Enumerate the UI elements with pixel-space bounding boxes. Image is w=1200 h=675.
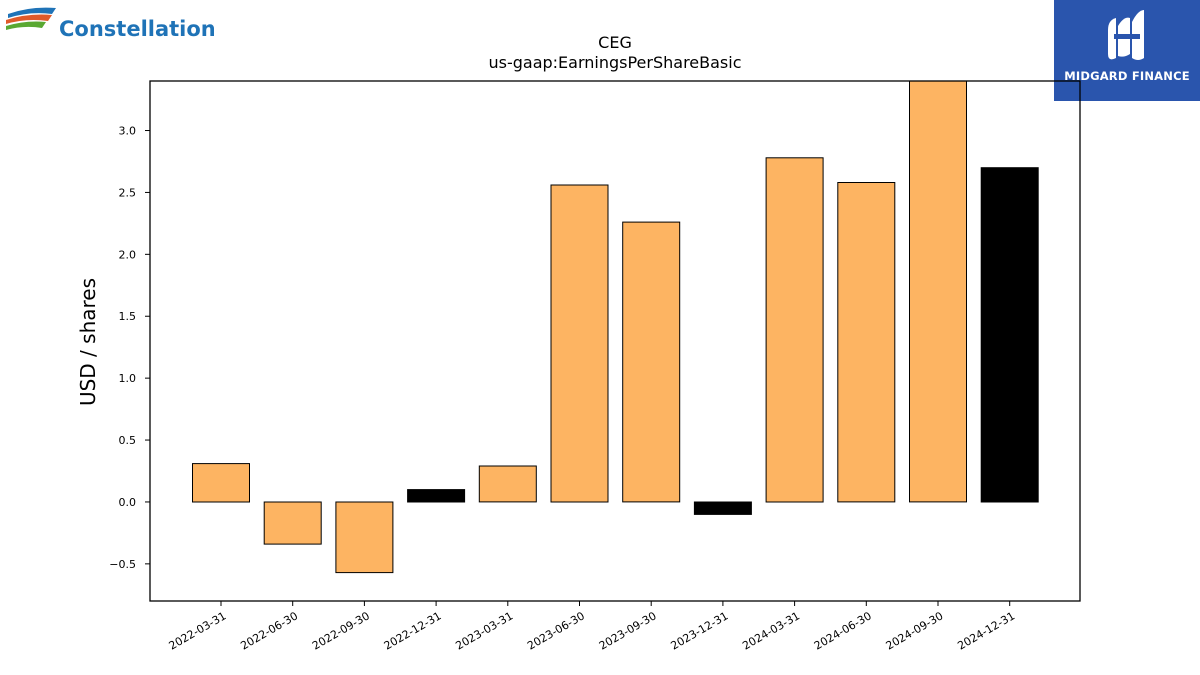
x-tick-label: 2023-09-30 [597,609,659,652]
plot-frame [149,80,1081,602]
chart-title: CEG [598,33,632,52]
midgard-finance-logo: MIDGARD FINANCE [1054,0,1200,101]
x-tick-label: 2022-12-31 [382,609,444,652]
y-tick-label: −0.5 [109,558,136,571]
bar-2023-09-30 [622,221,681,503]
bar-2023-12-31 [693,501,752,515]
bar-2022-06-30 [263,501,322,545]
bar-2022-03-31 [192,463,250,503]
x-tick-label: 2023-03-31 [453,609,515,652]
x-tick-label: 2023-12-31 [669,609,731,652]
x-tick-label: 2024-03-31 [740,609,802,652]
y-tick-label: 1.5 [119,310,137,323]
y-tick-label: 0.0 [119,496,137,509]
y-axis-label: USD / shares [76,278,100,406]
x-tick-label: 2022-03-31 [167,609,229,652]
y-axis: −0.5 0.0 0.5 1.0 1.5 2.0 2.5 3.0 [109,125,150,571]
bars-group [192,81,1039,574]
y-tick-label: 1.0 [119,372,137,385]
y-tick-label: 2.5 [119,186,137,199]
x-tick-label: 2024-06-30 [812,609,874,652]
constellation-logo: Constellation [6,7,214,41]
bar-2022-12-31 [407,489,466,503]
bar-2024-09-30 [909,81,967,503]
y-tick-label: 0.5 [119,434,137,447]
x-tick-label: 2024-12-31 [955,609,1017,652]
y-tick-label: 3.0 [119,125,137,138]
y-tick-label: 2.0 [119,248,137,261]
logo-left-text: Constellation [59,17,214,41]
x-tick-label: 2023-06-30 [525,609,587,652]
logo-right-text: MIDGARD FINANCE [1064,69,1190,83]
chart-subtitle: us-gaap:EarningsPerShareBasic [488,53,741,72]
x-tick-label: 2022-09-30 [310,609,372,652]
x-tick-label: 2022-06-30 [238,609,300,652]
bar-2024-12-31 [980,167,1039,503]
bar-2023-03-31 [478,465,537,503]
bar-2022-09-30 [335,501,394,574]
midgard-emblem-icon [1108,10,1144,60]
bar-2024-03-31 [765,157,824,503]
x-tick-label: 2024-09-30 [884,609,946,652]
bar-2023-06-30 [550,184,609,503]
x-axis: 2022-03-31 2022-06-30 2022-09-30 2022-12-31… [167,601,1017,653]
bar-2024-06-30 [837,182,896,503]
